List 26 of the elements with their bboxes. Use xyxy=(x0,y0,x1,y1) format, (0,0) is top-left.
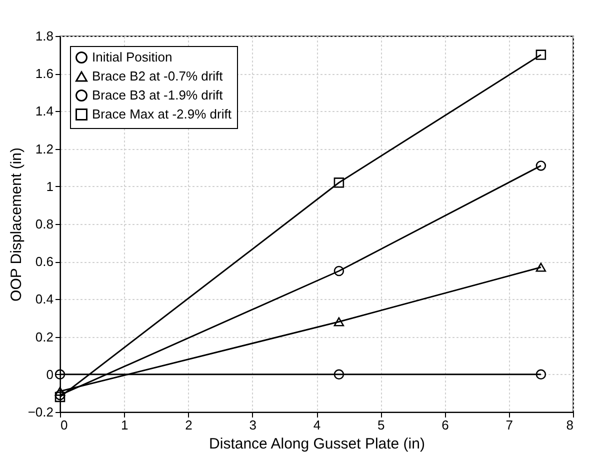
legend-label: Brace B2 at -0.7% drift xyxy=(92,68,224,84)
y-tick-label: 1.4 xyxy=(35,104,54,119)
x-tick-label: 5 xyxy=(378,418,385,432)
y-tick-label: 0.2 xyxy=(35,329,54,344)
x-axis-title: Distance Along Gusset Plate (in) xyxy=(209,436,425,452)
y-tick-label: 0.8 xyxy=(35,216,54,232)
y-tick-label: 0 xyxy=(46,366,54,382)
x-tick-label: 7 xyxy=(506,418,513,432)
y-tick-label: 0.4 xyxy=(35,292,54,307)
y-tick-label: 1.6 xyxy=(35,66,54,82)
y-tick-label: 1.2 xyxy=(35,141,54,156)
y-tick-label: −0.2 xyxy=(28,404,54,420)
y-tick-label: 0.6 xyxy=(35,254,54,270)
x-tick-label: 4 xyxy=(313,418,321,432)
y-axis-title: OOP Displacement (in) xyxy=(8,148,25,302)
x-tick-label: 6 xyxy=(442,418,449,432)
y-tick-label: 1 xyxy=(46,178,54,194)
x-tick-label: 2 xyxy=(185,418,192,432)
x-tick-label: 0 xyxy=(60,418,68,432)
legend-label: Brace Max at -2.9% drift xyxy=(92,106,232,122)
x-tick-label: 8 xyxy=(566,418,574,432)
y-tick-label: 1.8 xyxy=(35,28,54,44)
x-tick-label: 3 xyxy=(249,418,256,432)
legend-label: Initial Position xyxy=(92,50,172,64)
legend-label: Brace B3 at -1.9% drift xyxy=(92,88,224,102)
x-tick-label: 1 xyxy=(121,418,128,432)
